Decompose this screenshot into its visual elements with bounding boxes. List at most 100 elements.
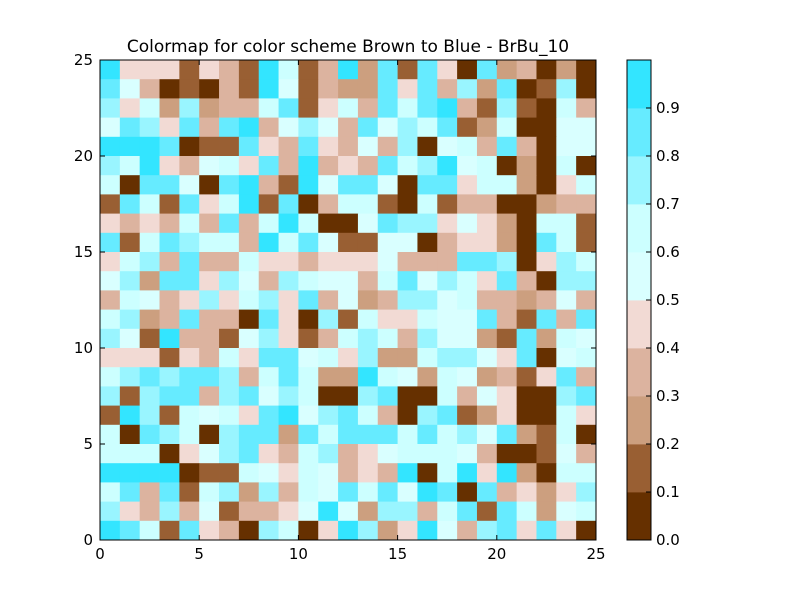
heatmap-cell bbox=[417, 348, 438, 368]
heatmap-cell bbox=[476, 348, 498, 368]
colorbar-segment bbox=[627, 348, 651, 397]
y-axis: 0 5 10 15 20 25 bbox=[74, 51, 596, 549]
heatmap-cell bbox=[377, 79, 398, 99]
heatmap-cell bbox=[437, 252, 458, 272]
heatmap-cell bbox=[357, 98, 379, 118]
heatmap-cell bbox=[119, 482, 141, 502]
heatmap-cell bbox=[298, 117, 319, 138]
colorbar-tick-label: 0.4 bbox=[656, 339, 680, 357]
heatmap-cell bbox=[278, 309, 299, 330]
heatmap-cell bbox=[397, 156, 418, 176]
heatmap-cell bbox=[139, 309, 160, 330]
heatmap-cell bbox=[278, 424, 299, 445]
heatmap-cell bbox=[258, 520, 279, 541]
heatmap-cell bbox=[536, 252, 557, 272]
colorbar-tick-label: 0.6 bbox=[656, 243, 680, 261]
heatmap-cell bbox=[437, 444, 458, 464]
heatmap-cell bbox=[298, 290, 319, 310]
heatmap-cell bbox=[536, 117, 557, 138]
heatmap-cell bbox=[258, 213, 279, 234]
heatmap-cell bbox=[397, 405, 418, 426]
heatmap-cell bbox=[139, 367, 160, 387]
heatmap-cell bbox=[219, 424, 240, 445]
heatmap-cell bbox=[457, 117, 478, 138]
heatmap-cell bbox=[199, 156, 220, 176]
heatmap-cell bbox=[357, 328, 379, 349]
heatmap-cell bbox=[576, 501, 597, 522]
heatmap-cell bbox=[139, 136, 160, 157]
colorbar-segment bbox=[627, 300, 651, 349]
heatmap-cell bbox=[536, 60, 557, 80]
heatmap-cell bbox=[476, 213, 498, 234]
heatmap-cell bbox=[476, 520, 498, 541]
heatmap-cell bbox=[377, 117, 398, 138]
heatmap-cell bbox=[476, 501, 498, 522]
heatmap-cell bbox=[159, 232, 180, 253]
colorbar-tick-label: 0.5 bbox=[656, 291, 680, 309]
heatmap-cell bbox=[516, 252, 537, 272]
heatmap-cell bbox=[278, 348, 299, 368]
heatmap-cell bbox=[377, 194, 398, 214]
heatmap-cell bbox=[496, 405, 518, 426]
heatmap-cell bbox=[417, 175, 438, 195]
heatmap-cell bbox=[457, 386, 478, 406]
heatmap-cell bbox=[278, 482, 299, 502]
heatmap-cell bbox=[199, 98, 220, 118]
heatmap-cell bbox=[496, 328, 518, 349]
colorbar bbox=[627, 60, 651, 541]
heatmap-cell bbox=[100, 309, 121, 330]
heatmap-cell bbox=[199, 271, 220, 291]
heatmap-cell bbox=[476, 194, 498, 214]
heatmap-cell bbox=[338, 501, 359, 522]
heatmap-cell bbox=[258, 98, 279, 118]
heatmap-cell bbox=[179, 252, 200, 272]
heatmap-cell bbox=[457, 520, 478, 541]
heatmap-cell bbox=[516, 367, 537, 387]
heatmap-cell bbox=[357, 424, 379, 445]
heatmap-cell bbox=[179, 79, 200, 99]
heatmap-cell bbox=[119, 367, 141, 387]
heatmap-cell bbox=[338, 290, 359, 310]
heatmap-cell bbox=[516, 501, 537, 522]
heatmap-cell bbox=[576, 156, 597, 176]
heatmap-cell bbox=[496, 290, 518, 310]
heatmap-cell bbox=[219, 501, 240, 522]
heatmap-cell bbox=[278, 405, 299, 426]
heatmap-cell bbox=[357, 444, 379, 464]
heatmap-cell bbox=[159, 386, 180, 406]
heatmap-cell bbox=[318, 367, 339, 387]
heatmap-cell bbox=[100, 501, 121, 522]
heatmap-cell bbox=[516, 424, 537, 445]
colorbar-segment bbox=[627, 60, 651, 109]
heatmap-cell bbox=[576, 213, 597, 234]
heatmap-cell bbox=[417, 117, 438, 138]
heatmap-cell bbox=[516, 520, 537, 541]
heatmap-cell bbox=[219, 309, 240, 330]
heatmap-cell bbox=[397, 79, 418, 99]
heatmap-cell bbox=[357, 309, 379, 330]
heatmap-cell bbox=[338, 463, 359, 483]
heatmap-cell bbox=[576, 271, 597, 291]
heatmap-cell bbox=[437, 463, 458, 483]
heatmap-cell bbox=[159, 213, 180, 234]
heatmap-cell bbox=[576, 348, 597, 368]
heatmap-cell bbox=[536, 232, 557, 253]
heatmap-cell bbox=[139, 424, 160, 445]
colorbar-tick-label: 0.8 bbox=[656, 147, 680, 165]
heatmap-cell bbox=[397, 271, 418, 291]
heatmap-cell bbox=[199, 213, 220, 234]
heatmap-cell bbox=[100, 348, 121, 368]
heatmap-cell bbox=[298, 175, 319, 195]
heatmap-cell bbox=[397, 444, 418, 464]
heatmap-cell bbox=[417, 501, 438, 522]
heatmap-cell bbox=[437, 386, 458, 406]
heatmap-cell bbox=[536, 463, 557, 483]
heatmap-cell bbox=[298, 328, 319, 349]
heatmap-cell bbox=[139, 232, 160, 253]
heatmap-cell bbox=[417, 328, 438, 349]
colorbar-segment bbox=[627, 396, 651, 445]
heatmap-cell bbox=[219, 156, 240, 176]
heatmap-cell bbox=[298, 501, 319, 522]
heatmap-cell bbox=[397, 386, 418, 406]
heatmap-cell bbox=[219, 328, 240, 349]
